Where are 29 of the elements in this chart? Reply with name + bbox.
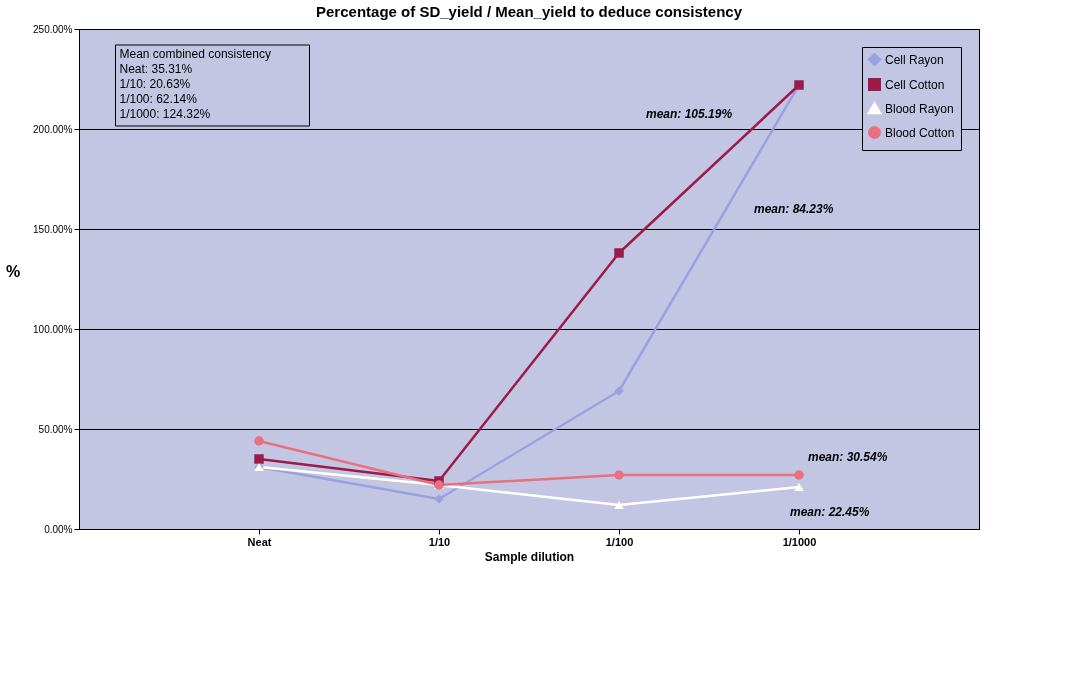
y-axis-title: % [5,262,21,280]
y-tick-label: 250.00% [33,23,73,35]
x-tick-label: 1/1000 [782,535,817,548]
point [614,500,624,510]
point [794,470,804,480]
point [614,470,624,480]
y-tick-label: 0.00% [44,523,73,535]
point [794,482,804,492]
annotation: Mean combined consistency Neat: 35.31% 1/10: 20.63% 1/100: 62.14% 1/1000: 124.32% [119,47,271,121]
y-tick-label: 200.00% [33,123,73,135]
legend-label: Cell Rayon [885,52,944,67]
annotation: mean: 84.23% [754,202,834,216]
point [614,248,624,258]
annotation: mean: 30.54% [808,449,888,464]
y-tick-label: 100.00% [33,323,73,335]
legend-label: Blood Rayon [885,101,954,116]
y-tick-label: 50.00% [38,423,73,435]
annotation: mean: 22.45% [790,504,870,519]
legend-label: Blood Cotton [885,125,955,140]
y-tick-label: 150.00% [33,223,73,235]
x-tick-label: 1/100 [605,535,634,548]
legend-label: Cell Cotton [885,77,945,92]
chart-title: Percentage of SD_yield / Mean_yield to deduce consistency [316,3,743,20]
point [254,436,264,446]
point [254,454,264,464]
annotation: mean: 105.19% [646,107,733,121]
x-tick-label: Neat [247,535,272,548]
x-axis-title: Sample dilution [484,549,575,564]
x-tick-label: 1/10 [428,535,451,548]
